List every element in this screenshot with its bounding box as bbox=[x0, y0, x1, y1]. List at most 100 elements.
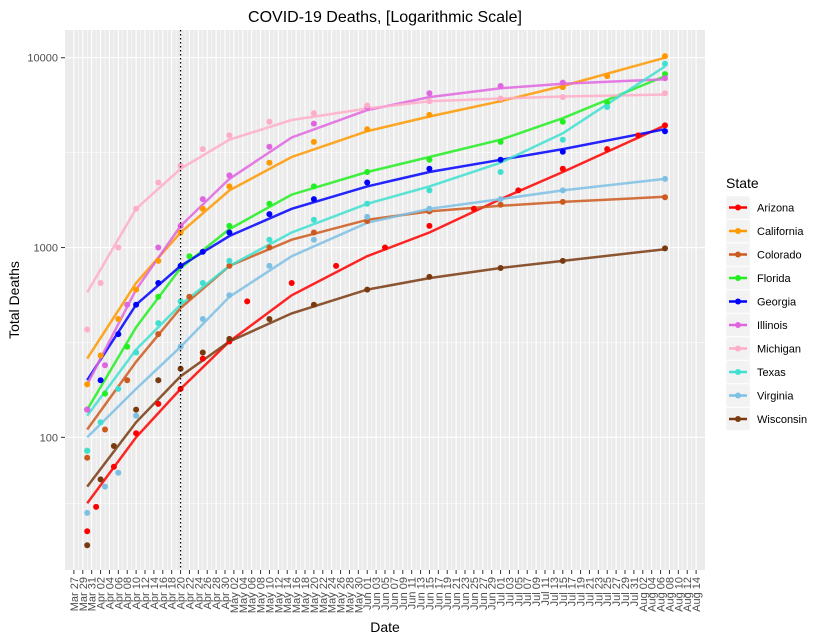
point-wisconsin bbox=[133, 406, 140, 413]
legend-dot bbox=[735, 345, 741, 352]
chart-title: COVID-19 Deaths, [Logarithmic Scale] bbox=[248, 9, 522, 26]
point-florida bbox=[497, 138, 504, 145]
x-tick-label: Jul 09 bbox=[531, 577, 543, 606]
point-colorado bbox=[186, 293, 193, 300]
legend-dot bbox=[735, 392, 741, 399]
point-florida bbox=[155, 293, 162, 300]
point-arizona bbox=[470, 205, 477, 212]
x-tick-label: Apr 04 bbox=[104, 577, 116, 609]
point-georgia bbox=[115, 331, 122, 338]
x-tick-label: Jul 13 bbox=[549, 577, 561, 606]
point-michigan bbox=[662, 90, 668, 97]
point-illinois bbox=[310, 120, 317, 127]
x-tick-label: Jul 25 bbox=[602, 577, 614, 606]
legend-dot bbox=[735, 251, 741, 258]
point-illinois bbox=[497, 83, 504, 89]
point-california bbox=[226, 183, 233, 190]
point-colorado bbox=[559, 198, 566, 205]
x-tick-label: Jul 27 bbox=[611, 577, 623, 606]
point-colorado bbox=[310, 229, 317, 236]
point-wisconsin bbox=[310, 301, 317, 308]
point-california bbox=[266, 159, 273, 166]
point-virginia bbox=[310, 236, 317, 243]
point-texas bbox=[310, 216, 317, 223]
point-georgia bbox=[310, 196, 317, 203]
x-tick-label: Jun 01 bbox=[362, 577, 374, 610]
point-colorado bbox=[155, 331, 162, 338]
point-colorado bbox=[266, 244, 273, 251]
x-tick-label: Jun 05 bbox=[380, 577, 392, 610]
x-tick-label: Aug 14 bbox=[691, 577, 703, 612]
x-tick-label: Apr 20 bbox=[176, 577, 188, 609]
point-virginia bbox=[199, 316, 206, 322]
point-michigan bbox=[115, 244, 122, 251]
point-michigan bbox=[310, 110, 317, 117]
trend-line-arizona bbox=[86, 124, 666, 504]
legend-label: Florida bbox=[757, 273, 792, 285]
point-colorado bbox=[102, 426, 108, 433]
x-tick-label: Jun 03 bbox=[371, 577, 383, 610]
point-texas bbox=[559, 136, 566, 143]
point-texas bbox=[662, 60, 668, 67]
legend-label: Georgia bbox=[757, 297, 797, 309]
point-california bbox=[199, 205, 206, 212]
point-wisconsin bbox=[177, 365, 184, 372]
point-arizona bbox=[133, 430, 140, 437]
point-colorado bbox=[84, 454, 91, 461]
x-tick-label: Jun 27 bbox=[478, 577, 490, 610]
point-arizona bbox=[426, 222, 433, 229]
x-tick-label: Aug 12 bbox=[682, 577, 694, 612]
point-wisconsin bbox=[84, 542, 91, 549]
x-tick-label: May 14 bbox=[282, 577, 294, 613]
legend-label: Colorado bbox=[757, 250, 802, 262]
x-tick-label: May 04 bbox=[238, 577, 250, 613]
point-virginia bbox=[115, 469, 122, 476]
x-tick-label: May 02 bbox=[229, 577, 241, 613]
point-michigan bbox=[199, 146, 206, 153]
point-florida bbox=[604, 99, 611, 106]
x-tick-label: Jun 29 bbox=[487, 577, 499, 610]
x-tick-label: May 22 bbox=[318, 577, 330, 613]
x-tick-label: Apr 02 bbox=[96, 577, 108, 609]
legend-label: Arizona bbox=[757, 203, 795, 215]
point-virginia bbox=[497, 196, 504, 203]
x-tick-label: May 28 bbox=[344, 577, 356, 613]
point-texas bbox=[266, 236, 273, 243]
x-tick-label: Jul 17 bbox=[567, 577, 579, 606]
legend-label: Michigan bbox=[757, 344, 801, 356]
x-tick-label: Jul 11 bbox=[540, 577, 552, 606]
point-georgia bbox=[364, 179, 371, 186]
trend-line-wisconsin bbox=[86, 247, 666, 488]
point-arizona bbox=[635, 132, 642, 139]
point-texas bbox=[199, 280, 206, 286]
point-arizona bbox=[244, 298, 251, 305]
point-arizona bbox=[604, 146, 611, 153]
y-axis-ticks: 100 1000 10000 bbox=[27, 53, 65, 444]
point-wisconsin bbox=[110, 443, 117, 449]
point-michigan bbox=[133, 205, 140, 212]
x-tick-label: Jun 13 bbox=[416, 577, 428, 610]
legend: State Arizona California Colorado Florida Ge… bbox=[725, 175, 807, 431]
point-georgia bbox=[662, 128, 668, 135]
point-virginia bbox=[662, 175, 668, 182]
x-tick-label: May 30 bbox=[353, 577, 365, 613]
x-tick-label: May 12 bbox=[273, 577, 285, 613]
x-tick-label: Apr 28 bbox=[211, 577, 223, 609]
x-tick-label: Jul 01 bbox=[496, 577, 508, 606]
point-michigan bbox=[84, 326, 91, 333]
legend-dot bbox=[735, 416, 741, 422]
point-wisconsin bbox=[199, 349, 206, 356]
point-michigan bbox=[155, 179, 162, 186]
point-georgia bbox=[426, 165, 433, 172]
x-tick-label: Jun 17 bbox=[433, 577, 445, 610]
x-tick-label: Apr 18 bbox=[167, 577, 179, 609]
point-wisconsin bbox=[497, 265, 504, 271]
x-tick-label: Apr 14 bbox=[149, 577, 161, 609]
x-tick-label: Jul 23 bbox=[593, 577, 605, 606]
point-georgia bbox=[133, 301, 140, 308]
point-michigan bbox=[226, 132, 233, 139]
x-tick-label: Mar 27 bbox=[69, 577, 81, 611]
point-california bbox=[310, 138, 317, 145]
point-michigan bbox=[497, 95, 504, 102]
